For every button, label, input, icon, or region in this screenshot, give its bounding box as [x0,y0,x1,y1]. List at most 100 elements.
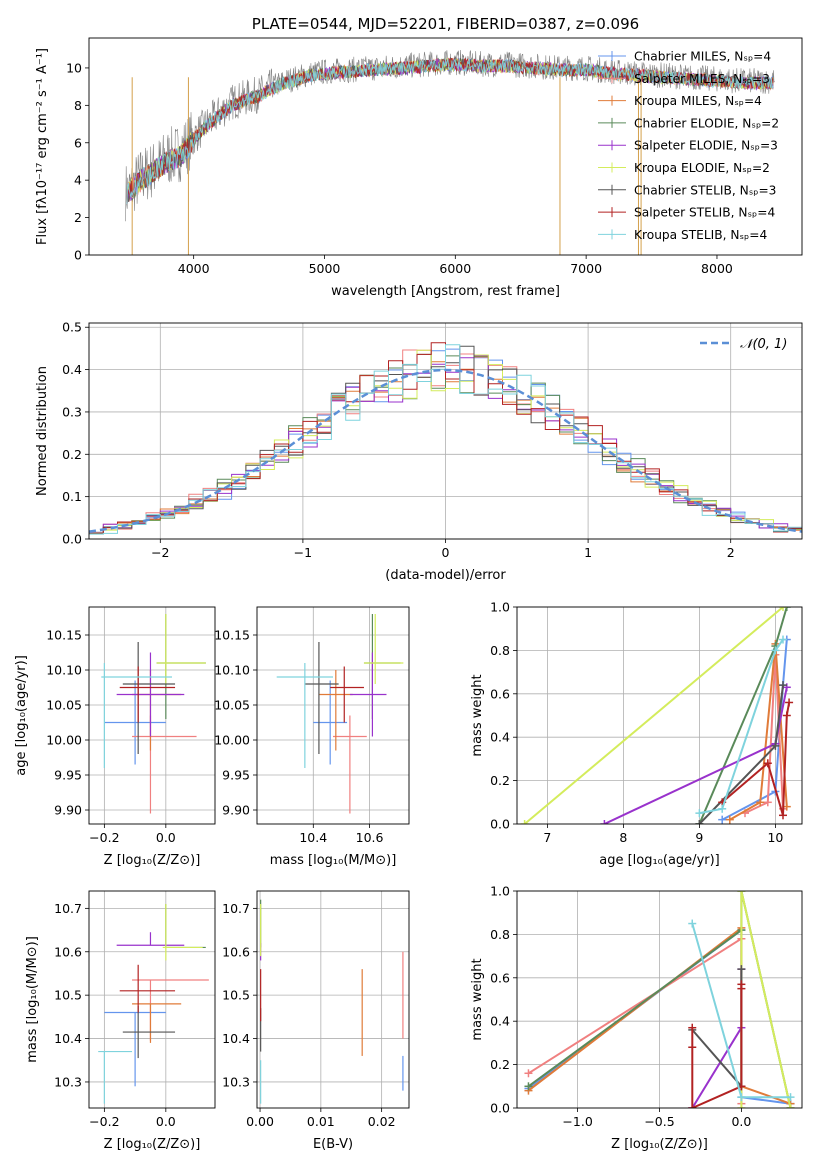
y-tick-label: 0.6 [490,970,510,985]
y-tick-label: 0.3 [62,404,82,419]
weight_vs_age-plot-area [520,607,794,824]
mass-weight-line [523,607,784,824]
y-axis-label: mass [log₁₀(M/M⊙)] [25,936,40,1063]
y-tick-label: 0.0 [490,817,510,832]
y-tick-label: 0 [74,248,82,263]
y-tick-label: 10.05 [46,698,82,713]
x-axis-label: wavelength [Angstrom, rest frame] [331,284,560,299]
x-tick-label: 10.6 [356,830,384,845]
axes-frame [88,37,803,256]
x-tick-label: −0.5 [644,1114,674,1129]
panel-residuals: −2 −1 0 1 2 0.0 0.1 0.2 0.3 0.4 0.5 [62,320,802,560]
y-tick-label: 1.0 [490,884,510,899]
model-spectrum-line [126,57,774,205]
axes-frame [256,890,410,1109]
axes-frame [88,890,216,1109]
x-tick-label: 8000 [701,261,733,276]
axes-frame [88,322,803,540]
y-tick-label: 8 [74,98,82,113]
x-tick-label: 0.02 [368,1114,396,1129]
x-axis-label: mass [log₁₀(M/M⊙)] [270,853,397,868]
y-tick-label: 10.10 [46,663,82,678]
y-tick-label: 10.3 [54,1074,82,1089]
axes-frame [516,890,803,1109]
x-tick-label: 4000 [178,261,210,276]
y-tick-label: 9.95 [54,768,82,783]
mass-weight-line [744,654,784,815]
y-tick-label: 0.5 [62,320,82,335]
x-tick-label: −1.0 [562,1114,592,1129]
y-axis-label: mass weight [470,958,485,1040]
residual-histogram [89,344,802,535]
legend-label: 𝒩(0, 1) [740,337,787,352]
axes-frame [88,606,216,825]
axes-frame [516,606,803,825]
panel-mass_vs_ebv: 0.00 0.01 0.02 10.3 10.4 10.5 10.6 10.7 [222,891,409,1129]
legend-label: Kroupa STELIB, Nₛₚ=4 [634,228,767,242]
x-tick-label: −2 [151,545,169,560]
y-axis-label: Flux [fλ10⁻¹⁷ erg cm⁻² s⁻¹ A⁻¹] [35,48,50,245]
x-tick-label: 1 [584,545,592,560]
y-axis-label: Normed distribution [35,366,50,496]
residual-plot-area [89,342,802,535]
y-axis-label: age [log₁₀(age/yr)] [14,655,29,776]
x-tick-label: 0.01 [307,1114,335,1129]
y-tick-label: 2 [74,210,82,225]
x-tick-label: 9 [695,830,703,845]
y-tick-label: 0.4 [62,362,82,377]
x-tick-label: 7 [543,830,551,845]
legend-label: Kroupa ELODIE, Nₛₚ=2 [634,161,770,175]
mass-weight-line [699,638,784,815]
y-tick-label: 0.8 [490,643,510,658]
x-axis-label: Z [log₁₀(Z/Z⊙)] [611,1137,708,1152]
y-axis-label: mass weight [470,674,485,756]
y-tick-label: 0.1 [62,489,82,504]
y-tick-label: 10.10 [214,663,250,678]
spectrum-plot-area [125,49,775,255]
y-tick-label: 0.4 [490,1014,510,1029]
x-axis-label: Z [log₁₀(Z/Z⊙)] [104,1137,201,1152]
y-tick-label: 10.6 [54,944,82,959]
legend-label: Chabrier ELODIE, Nₛₚ=2 [634,116,779,130]
y-tick-label: 0.2 [62,447,82,462]
x-tick-label: 0.00 [246,1114,274,1129]
y-tick-label: 0.8 [490,927,510,942]
x-tick-label: 10.4 [299,830,327,845]
y-tick-label: 10.4 [222,1031,250,1046]
y-tick-label: 0.0 [62,532,82,547]
x-tick-label: 10 [767,830,783,845]
x-tick-label: −0.2 [89,1114,119,1129]
mass_vs_Z-plot-area [98,904,209,1104]
y-tick-label: 0.4 [490,730,510,745]
chart-title: PLATE=0544, MJD=52201, FIBERID=0387, z=0… [252,15,639,33]
model-spectrum-line [126,58,774,205]
age_vs_Z-plot-area [101,614,206,814]
x-axis-label: (data-model)/error [385,568,506,583]
y-tick-label: 10.5 [222,988,250,1003]
legend-label: Salpeter ELODIE, Nₛₚ=3 [634,139,778,153]
x-tick-label: 6000 [439,261,471,276]
y-tick-label: 10 [66,60,82,75]
x-tick-label: 0.0 [156,830,176,845]
weight_vs_Z-plot-area [524,891,795,1108]
panel-age_vs_Z: −0.2 0.0 9.90 9.95 10.00 10.05 10.10 10.15 [46,607,215,845]
y-tick-label: 10.7 [222,901,250,916]
y-tick-label: 9.90 [222,803,250,818]
x-tick-label: 0.0 [731,1114,751,1129]
mass_vs_ebv-plot-area [260,899,404,1104]
y-tick-label: 0.6 [490,686,510,701]
y-tick-label: 0.0 [490,1101,510,1116]
mass-weight-line [729,643,788,821]
y-tick-label: 0.2 [490,1057,510,1072]
y-tick-label: 10.00 [46,733,82,748]
panel-mass_vs_Z: −0.2 0.0 10.3 10.4 10.5 10.6 10.7 [54,891,215,1129]
x-tick-label: −0.2 [89,830,119,845]
y-tick-label: 10.00 [214,733,250,748]
mass-weight-line [740,891,792,1108]
legend-label: Kroupa MILES, Nₛₚ=4 [634,94,762,108]
x-tick-label: 8 [619,830,627,845]
y-tick-label: 9.95 [222,768,250,783]
x-tick-label: 0.0 [156,1114,176,1129]
x-tick-label: −1 [294,545,312,560]
